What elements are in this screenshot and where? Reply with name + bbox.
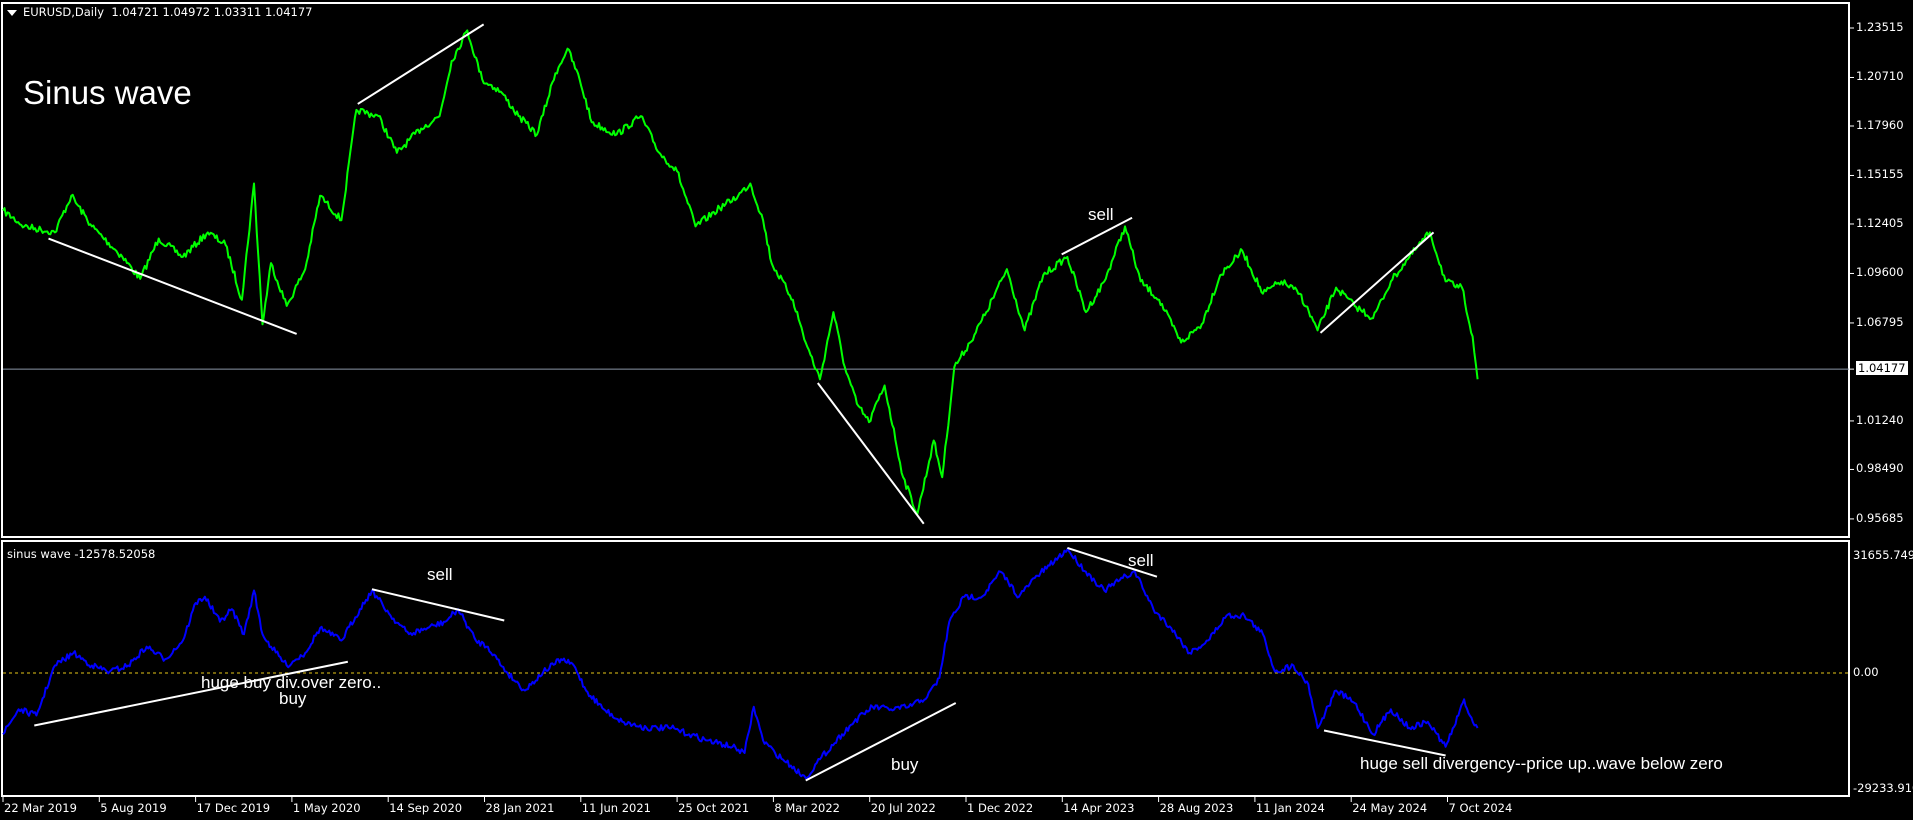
symbol-label: EURUSD,Daily	[23, 5, 104, 19]
indicator-header: sinus wave -12578.52058	[7, 547, 156, 561]
time-tick-label: 1 May 2020	[292, 801, 361, 815]
time-tick-label: 17 Dec 2019	[196, 801, 271, 815]
time-tick-label: 11 Jun 2021	[581, 801, 651, 815]
indicator-pane[interactable]	[1, 540, 1850, 797]
indicator-trendline-1	[34, 660, 349, 727]
time-tick-label: 25 Oct 2021	[678, 801, 750, 815]
indicator-trendline-2	[371, 588, 505, 622]
price-trendline-1	[48, 237, 298, 335]
price-tick-label: 1.06795	[1856, 314, 1904, 329]
price-tick-label: 1.17960	[1856, 117, 1904, 132]
annotation-huge-sell-div: huge sell divergency--price up..wave bel…	[1360, 754, 1723, 773]
time-tick-label: 14 Apr 2023	[1063, 801, 1135, 815]
annotation-sell-1: sell	[427, 565, 453, 584]
time-tick-label: 14 Sep 2020	[389, 801, 463, 815]
price-tick-label: 1.15155	[1856, 167, 1904, 182]
price-chart-pane[interactable]	[1, 2, 1850, 538]
sinus-wave-series-line	[2, 548, 1479, 779]
price-series-line	[2, 29, 1479, 516]
indicator-tick-label: 31655.749	[1853, 548, 1913, 562]
price-tick-label: 1.20710	[1856, 69, 1904, 84]
annotation-sell-price: sell	[1088, 205, 1114, 224]
indicator-trendline-4	[1067, 547, 1158, 578]
time-tick-label: 28 Jan 2021	[485, 801, 555, 815]
time-tick-label: 11 Jan 2024	[1255, 801, 1325, 815]
price-tick-label: 1.12405	[1856, 215, 1904, 230]
current-price-label: 1.04177	[1856, 361, 1908, 376]
price-trendline-3	[817, 382, 925, 525]
chart-title: Sinus wave	[23, 74, 192, 111]
time-tick-label: 1 Dec 2022	[967, 801, 1034, 815]
price-tick-label: 1.09600	[1856, 265, 1904, 280]
annotation-huge-buy-div: huge buy div.over zero..	[201, 673, 382, 692]
annotation-buy-2: buy	[891, 755, 919, 774]
time-tick-label: 24 May 2024	[1352, 801, 1428, 815]
annotation-buy-1: buy	[279, 689, 307, 708]
price-trendline-4	[1061, 216, 1133, 256]
price-trendline-2	[357, 23, 485, 105]
price-trendline-5	[1319, 231, 1435, 334]
indicator-trendline-3	[805, 702, 957, 782]
ohlc-values: 1.04721 1.04972 1.03311 1.04177	[111, 5, 313, 19]
time-tick-label: 5 Aug 2019	[100, 801, 167, 815]
time-tick-label: 20 Jul 2022	[870, 801, 936, 815]
time-tick-label: 7 Oct 2024	[1448, 801, 1513, 815]
price-tick-label: 1.23515	[1856, 20, 1904, 34]
indicator-tick-label: 0.00	[1853, 665, 1879, 679]
price-tick-label: 1.01240	[1856, 412, 1904, 427]
indicator-trendline-5	[1323, 729, 1446, 757]
time-tick-label: 8 Mar 2022	[774, 801, 840, 815]
chart-header: EURUSD,Daily 1.04721 1.04972 1.03311 1.0…	[7, 5, 313, 19]
time-tick-label: 28 Aug 2023	[1159, 801, 1234, 815]
time-tick-label: 22 Mar 2019	[4, 801, 77, 815]
annotation-sell-2: sell	[1128, 551, 1154, 570]
dropdown-triangle-icon[interactable]	[7, 9, 17, 16]
price-tick-label: 0.95685	[1856, 510, 1904, 525]
price-tick-label: 0.98490	[1856, 461, 1904, 476]
indicator-tick-label: -29233.910	[1853, 781, 1913, 795]
